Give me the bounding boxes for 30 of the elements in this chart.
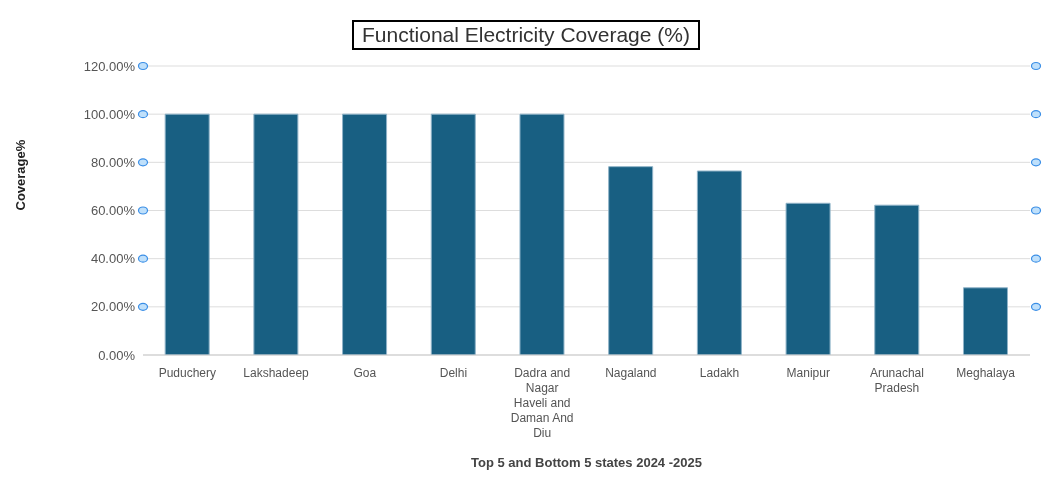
y-tick-label: 100.00%: [83, 106, 136, 122]
bar: [874, 204, 920, 355]
x-tick-label: Goa: [353, 366, 377, 380]
bar: [519, 113, 565, 355]
y-tick-label: 40.00%: [90, 251, 136, 267]
bar: [608, 166, 654, 355]
bar: [164, 113, 210, 355]
bar: [253, 113, 299, 355]
y-tick-label: 60.00%: [90, 203, 136, 219]
x-tick-label: Ladakh: [699, 366, 740, 380]
bar: [430, 113, 476, 355]
x-tick-label: Meghalaya: [956, 366, 1016, 380]
bar: [962, 287, 1008, 355]
x-axis-title: Top 5 and Bottom 5 states 2024 -2025: [471, 455, 702, 470]
chart-title: Functional Electricity Coverage (%): [352, 20, 700, 50]
x-tick-label: Arunachal Pradesh: [869, 366, 924, 395]
y-tick-label: 20.00%: [90, 299, 136, 315]
y-tick-label: 80.00%: [90, 154, 136, 170]
y-tick-label: 0.00%: [98, 347, 136, 363]
x-tick-label: Dadra and Nagar Haveli and Daman And Diu: [510, 366, 574, 440]
bar: [342, 113, 388, 355]
bar: [785, 202, 831, 355]
x-tick-label: Manipur: [786, 366, 830, 380]
bar: [696, 170, 742, 355]
x-tick-label: Delhi: [439, 366, 468, 380]
y-tick-label: 120.00%: [83, 58, 136, 74]
x-tick-label: Lakshadeep: [243, 366, 310, 380]
y-axis-title: Coverage%: [12, 139, 28, 211]
x-tick-label: Nagaland: [605, 366, 657, 380]
x-tick-label: Puduchery: [158, 366, 217, 380]
